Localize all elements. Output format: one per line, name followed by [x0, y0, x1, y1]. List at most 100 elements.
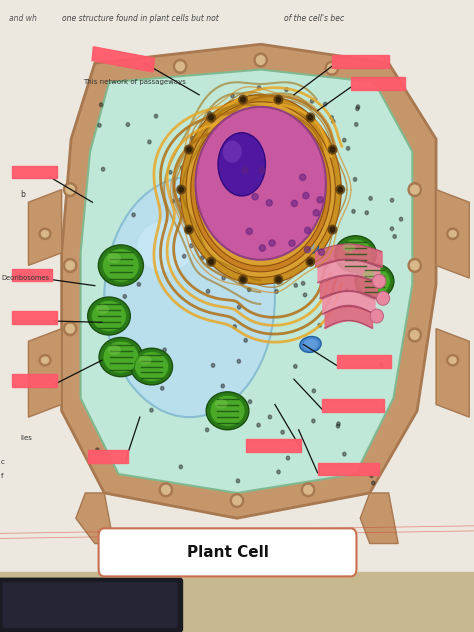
Ellipse shape — [354, 178, 357, 181]
Ellipse shape — [185, 226, 189, 229]
Text: f: f — [1, 473, 3, 478]
Ellipse shape — [346, 147, 350, 150]
Ellipse shape — [285, 88, 288, 92]
Ellipse shape — [42, 231, 49, 237]
Ellipse shape — [355, 123, 358, 126]
Ellipse shape — [319, 249, 325, 255]
Ellipse shape — [201, 202, 205, 206]
Ellipse shape — [306, 145, 309, 149]
Ellipse shape — [218, 133, 265, 196]
Ellipse shape — [155, 114, 158, 118]
Ellipse shape — [245, 278, 248, 282]
Ellipse shape — [154, 372, 157, 376]
Ellipse shape — [159, 483, 173, 497]
Ellipse shape — [205, 428, 209, 432]
Ellipse shape — [186, 229, 189, 233]
Ellipse shape — [201, 256, 204, 260]
Ellipse shape — [161, 386, 164, 390]
Bar — [318, 463, 379, 475]
Ellipse shape — [338, 187, 343, 192]
Text: b: b — [20, 190, 25, 198]
Ellipse shape — [408, 258, 421, 272]
Text: one structure found in plant cells but not: one structure found in plant cells but n… — [62, 14, 219, 23]
Ellipse shape — [211, 363, 215, 367]
Bar — [332, 55, 389, 68]
Ellipse shape — [179, 465, 182, 469]
Ellipse shape — [179, 198, 182, 202]
Ellipse shape — [410, 185, 419, 194]
Ellipse shape — [324, 227, 327, 231]
Bar — [246, 439, 301, 452]
Ellipse shape — [449, 357, 456, 363]
Ellipse shape — [275, 289, 278, 293]
Ellipse shape — [96, 305, 109, 314]
Ellipse shape — [115, 262, 118, 265]
Text: Plant Cell: Plant Cell — [187, 545, 268, 560]
Ellipse shape — [221, 384, 224, 388]
Polygon shape — [62, 44, 436, 518]
Ellipse shape — [222, 276, 225, 280]
Ellipse shape — [342, 240, 345, 243]
Ellipse shape — [303, 339, 318, 350]
Ellipse shape — [135, 351, 169, 382]
Ellipse shape — [150, 408, 153, 412]
Ellipse shape — [137, 283, 140, 286]
Ellipse shape — [343, 243, 356, 252]
Ellipse shape — [187, 227, 191, 232]
Polygon shape — [436, 190, 469, 278]
Ellipse shape — [210, 395, 245, 427]
Ellipse shape — [131, 348, 173, 385]
Ellipse shape — [206, 392, 249, 430]
Ellipse shape — [209, 115, 213, 120]
Polygon shape — [76, 493, 114, 544]
Ellipse shape — [390, 227, 393, 231]
Ellipse shape — [379, 283, 382, 286]
Ellipse shape — [308, 259, 313, 264]
Ellipse shape — [301, 281, 305, 285]
Ellipse shape — [330, 227, 335, 232]
Ellipse shape — [230, 494, 244, 507]
Ellipse shape — [108, 345, 121, 355]
Ellipse shape — [132, 213, 135, 217]
Ellipse shape — [303, 293, 307, 297]
Bar — [12, 311, 57, 324]
Ellipse shape — [337, 424, 340, 428]
Ellipse shape — [196, 113, 326, 266]
Ellipse shape — [370, 474, 373, 478]
Ellipse shape — [96, 448, 99, 452]
Ellipse shape — [64, 258, 77, 272]
Ellipse shape — [356, 107, 359, 111]
FancyBboxPatch shape — [0, 578, 182, 632]
Ellipse shape — [103, 341, 139, 373]
Ellipse shape — [328, 225, 337, 234]
Ellipse shape — [367, 291, 370, 295]
Ellipse shape — [325, 264, 328, 268]
Ellipse shape — [338, 239, 373, 269]
Ellipse shape — [185, 225, 193, 234]
Text: of the cell's bec: of the cell's bec — [284, 14, 345, 23]
Text: iles: iles — [20, 435, 32, 441]
Ellipse shape — [343, 453, 346, 456]
Ellipse shape — [352, 209, 355, 213]
Ellipse shape — [304, 246, 310, 253]
Ellipse shape — [277, 470, 280, 474]
FancyBboxPatch shape — [3, 583, 177, 628]
Ellipse shape — [369, 197, 372, 200]
Ellipse shape — [294, 365, 297, 368]
Text: and wh: and wh — [9, 14, 37, 23]
Bar — [0, 572, 474, 632]
Ellipse shape — [268, 250, 272, 254]
Ellipse shape — [393, 234, 396, 238]
Ellipse shape — [268, 415, 272, 419]
Ellipse shape — [328, 145, 337, 154]
Ellipse shape — [181, 166, 184, 170]
Ellipse shape — [66, 261, 74, 270]
Ellipse shape — [356, 105, 360, 109]
Ellipse shape — [223, 140, 242, 163]
Text: This network of passageways: This network of passageways — [83, 79, 186, 85]
Ellipse shape — [336, 185, 345, 194]
Ellipse shape — [370, 309, 383, 323]
Ellipse shape — [330, 147, 335, 152]
Bar — [322, 399, 384, 412]
Ellipse shape — [242, 167, 248, 174]
